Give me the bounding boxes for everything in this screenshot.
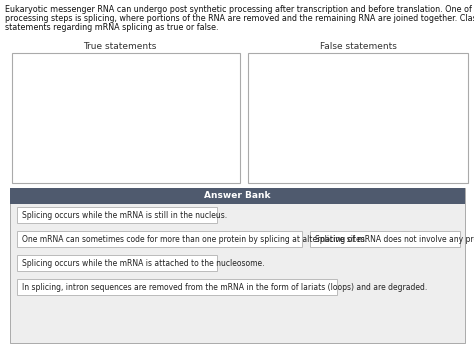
Text: One mRNA can sometimes code for more than one protein by splicing at alternative: One mRNA can sometimes code for more tha… [22,235,367,244]
Bar [12,53,240,183]
Bar [17,255,217,271]
Bar [17,231,302,247]
Text: processing steps is splicing, where portions of the RNA are removed and the rema: processing steps is splicing, where port… [5,14,474,23]
Text: False statements: False statements [319,42,396,51]
Text: Answer Bank: Answer Bank [204,191,270,200]
Text: True statements: True statements [83,42,157,51]
Text: statements regarding mRNA splicing as true or false.: statements regarding mRNA splicing as tr… [5,23,219,32]
Bar [17,279,337,295]
Bar [310,231,460,247]
Text: Splicing occurs while the mRNA is still in the nucleus.: Splicing occurs while the mRNA is still … [22,210,227,219]
Text: In splicing, intron sequences are removed from the mRNA in the form of lariats (: In splicing, intron sequences are remove… [22,282,427,291]
Text: Eukaryotic messenger RNA can undergo post synthetic processing after transcripti: Eukaryotic messenger RNA can undergo pos… [5,5,474,14]
Bar [17,207,217,223]
Text: Splicing occurs while the mRNA is attached to the nucleosome.: Splicing occurs while the mRNA is attach… [22,258,264,267]
Bar [10,188,465,204]
Bar [248,53,468,183]
Text: Splicing of mRNA does not involve any proteins.: Splicing of mRNA does not involve any pr… [315,235,474,244]
Bar [10,188,465,343]
